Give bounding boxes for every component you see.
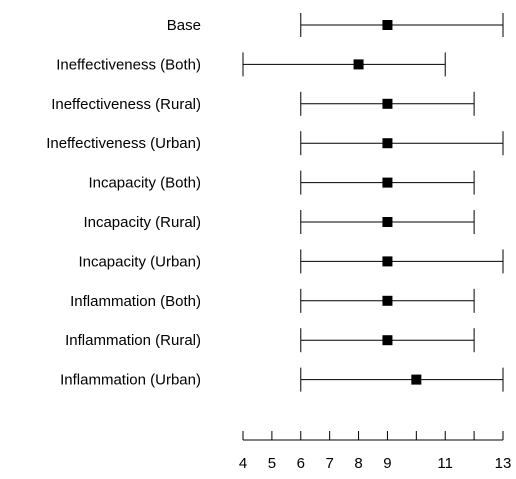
row-label: Ineffectiveness (Both) bbox=[56, 56, 201, 73]
x-tick-label: 8 bbox=[354, 455, 362, 472]
x-tick-label: 5 bbox=[268, 455, 276, 472]
row-label: Ineffectiveness (Urban) bbox=[46, 135, 201, 152]
x-tick-label: 13 bbox=[495, 455, 512, 472]
estimate-marker bbox=[382, 177, 393, 188]
estimate-marker bbox=[382, 217, 393, 227]
forest-row: Incapacity (Urban) bbox=[78, 249, 504, 274]
row-label: Incapacity (Both) bbox=[88, 175, 201, 192]
row-label: Inflammation (Rural) bbox=[65, 332, 201, 349]
x-tick-label: 6 bbox=[297, 455, 305, 472]
forest-row: Ineffectiveness (Rural) bbox=[51, 91, 475, 116]
row-label: Inflammation (Urban) bbox=[60, 372, 201, 389]
row-label: Ineffectiveness (Rural) bbox=[51, 96, 201, 113]
row-label: Inflammation (Both) bbox=[70, 293, 201, 310]
estimate-marker bbox=[382, 138, 393, 149]
row-label: Base bbox=[167, 17, 201, 34]
estimate-marker bbox=[411, 374, 422, 385]
forest-row: Ineffectiveness (Both) bbox=[56, 52, 446, 77]
forest-row: Incapacity (Rural) bbox=[83, 210, 475, 234]
estimate-marker bbox=[382, 20, 393, 30]
forest-row: Inflammation (Urban) bbox=[60, 367, 504, 392]
forest-row: Inflammation (Both) bbox=[70, 288, 475, 313]
estimate-marker bbox=[382, 335, 393, 346]
estimate-marker bbox=[382, 256, 393, 267]
row-label: Incapacity (Rural) bbox=[83, 214, 201, 231]
forest-row: Incapacity (Both) bbox=[88, 170, 475, 195]
forest-row: Inflammation (Rural) bbox=[65, 328, 475, 353]
forest-rows: Base Ineffectiveness (Both) Ineffectivenes… bbox=[46, 13, 504, 392]
forest-row: Ineffectiveness (Urban) bbox=[46, 131, 504, 156]
estimate-marker bbox=[353, 59, 364, 70]
x-tick-label: 11 bbox=[437, 455, 453, 472]
estimate-marker bbox=[382, 295, 393, 306]
x-axis: 4 5 6 7 8 9 11 13 bbox=[239, 431, 512, 472]
row-label: Incapacity (Urban) bbox=[78, 253, 201, 270]
x-tick-label: 9 bbox=[383, 455, 391, 472]
estimate-marker bbox=[382, 98, 393, 109]
x-tick-label: 4 bbox=[239, 455, 247, 472]
x-tick-label: 7 bbox=[325, 455, 333, 472]
forest-row: Base bbox=[167, 13, 504, 37]
